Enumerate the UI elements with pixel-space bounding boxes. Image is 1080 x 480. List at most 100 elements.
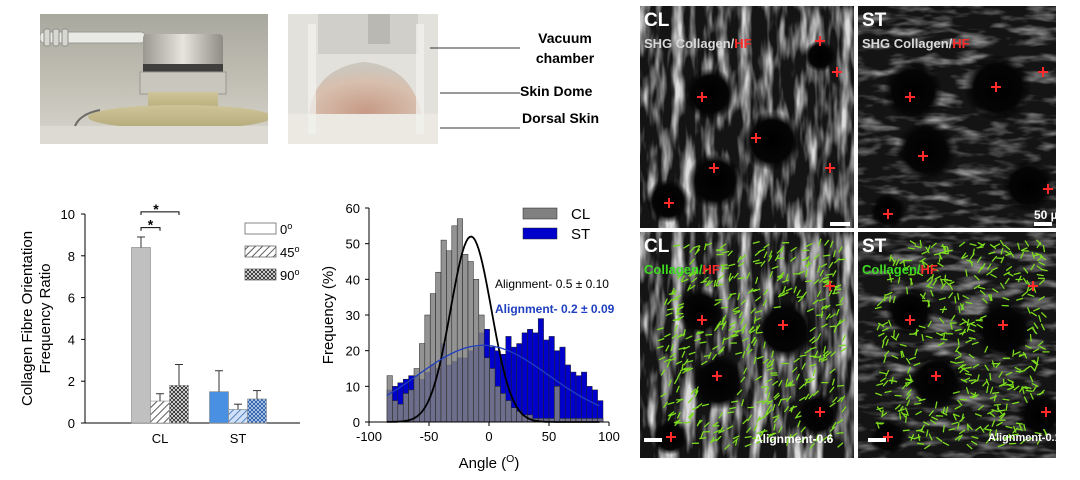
y-tick-label: 8 [68,249,75,264]
histogram-bar [402,393,409,423]
tr-stain-label: SHG Collagen/HF [862,36,970,51]
legend-swatch [522,207,558,220]
x-tick-label: 0 [485,429,492,444]
tl-stain-label: SHG Collagen/HF [644,36,752,51]
legend-label: 90o [280,267,300,283]
y-tick-label: 50 [346,237,360,252]
hf-marker [712,371,722,381]
histogram-bar [462,254,469,423]
sig-bracket [140,211,180,216]
bl-group-label: CL [644,236,670,257]
y-tick-label: 30 [346,308,360,323]
sig-star: * [153,201,159,217]
y-tick-label: 10 [346,379,360,394]
y-tick-label: 0 [68,416,75,431]
histogram-bar [473,279,480,423]
scale-bar [830,222,850,226]
hf-marker [991,82,1001,92]
bar [131,247,151,424]
histogram-bar [564,364,571,423]
scale-bar-label: 50 µm [1034,208,1069,222]
histogram-bar [532,332,539,423]
micrograph-grid [640,6,1056,458]
histogram-bar [467,261,474,423]
orientation-vectors [656,238,847,450]
hair-follicle-void [883,61,943,121]
histogram-bar [386,375,393,423]
histogram-bar [440,239,447,423]
hf-marker [825,281,835,291]
hf-marker [905,92,915,102]
histogram-bar [570,371,577,423]
hf-marker [815,36,825,46]
device-photo [40,14,268,144]
scale-bar [1034,222,1052,226]
hf-marker [751,133,761,143]
y-axis-label: Frequency (%) [320,266,337,364]
hair-follicle-void [896,121,956,181]
orientation-bar-chart: 0 2 4 6 8 10 Collagen Fibre OrientationFrequen… [19,201,300,446]
histogram-bar [456,218,463,423]
histogram-bar [521,332,528,423]
histogram-bar [500,393,507,423]
histogram-bar [478,314,485,423]
hair-follicle-void [687,153,743,209]
x-tick-label: -100 [356,429,382,444]
angle-histogram-chart: 0 10 20 30 40 50 60 -100 -50 0 50 100 Angle (O) Frequ… [320,201,620,472]
y-tick-label: 4 [68,332,75,347]
bar [247,398,267,424]
dorsal-skin-label: Dorsal Skin [522,110,600,126]
hf-marker [778,320,788,330]
bl-alignment-label: Alignment-0.6 [754,432,834,446]
hf-marker [697,315,707,325]
hf-marker [883,432,893,442]
hair-follicle-void [886,288,934,336]
hair-follicle-void [1018,393,1056,437]
histogram-bar [392,400,399,423]
x-tick-label: 100 [598,429,620,444]
hf-marker [905,315,915,325]
tl-group-label: CL [644,10,670,31]
histogram-bar [435,271,442,423]
y-tick-label: 60 [346,201,360,216]
hf-marker [1043,184,1053,194]
legend-swatch [244,245,277,258]
br-stain-label: Collagen/HF [862,262,938,277]
y-axis-label: Collagen Fibre OrientationFrequency Rati… [19,231,54,406]
vacuum-chamber-label: Vacuum chamber [535,30,595,66]
bar [169,385,189,424]
hf-marker [697,92,707,102]
hair-follicle-void [676,288,724,336]
panel-content [640,6,854,228]
bl-stain-label: Collagen/HF [644,262,720,277]
histogram-bar [505,400,512,423]
bar [228,409,248,424]
x-tick-label: -50 [420,429,439,444]
hf-marker [1038,67,1048,77]
histogram-bar [408,389,415,423]
hair-follicle-void [742,111,802,171]
micrograph-panel [640,232,854,458]
histogram-bar [591,389,598,423]
histogram-bar [494,386,501,423]
y-tick-label: 10 [61,207,75,222]
scale-bar [644,438,662,442]
photo-label-pointers [430,47,520,129]
y-tick-label: 40 [346,272,360,287]
hf-marker [998,320,1008,330]
y-tick-label: 2 [68,374,75,389]
sig-bracket [140,227,161,231]
hair-follicle-void [804,40,836,72]
hf-marker [931,371,941,381]
scale-bar [868,438,886,442]
br-group-label: ST [862,236,887,257]
histogram-bar [429,293,436,423]
bar [209,391,229,424]
micrograph-panel [858,6,1056,228]
legend-swatch [244,268,277,281]
histogram-bar [527,329,534,423]
skin-dome-photo [288,14,438,144]
hf-marker [709,163,719,173]
hf-marker [883,209,893,219]
hf-marker [832,67,842,77]
